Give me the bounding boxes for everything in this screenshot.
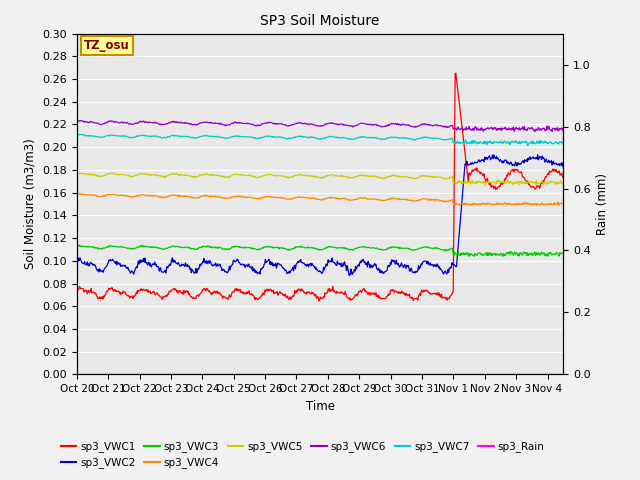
sp3_VWC5	[75, 170, 83, 176]
sp3_VWC2	[299, 260, 307, 265]
sp3_VWC5	[481, 183, 489, 189]
sp3_VWC5	[73, 171, 81, 177]
sp3_VWC4	[75, 191, 83, 197]
sp3_VWC3	[76, 242, 83, 248]
sp3_VWC7	[559, 139, 567, 145]
Line: sp3_VWC3: sp3_VWC3	[77, 245, 563, 256]
Title: SP3 Soil Moisture: SP3 Soil Moisture	[260, 14, 380, 28]
sp3_VWC2	[435, 263, 442, 269]
sp3_Rain	[141, 372, 148, 377]
sp3_Rain	[434, 372, 442, 377]
sp3_Rain	[75, 372, 83, 377]
sp3_VWC3	[141, 244, 149, 250]
sp3_VWC1	[141, 288, 148, 293]
Line: sp3_VWC2: sp3_VWC2	[77, 155, 563, 276]
sp3_VWC3	[465, 253, 473, 259]
sp3_VWC7	[75, 132, 83, 137]
sp3_VWC2	[280, 266, 288, 272]
X-axis label: Time: Time	[305, 400, 335, 413]
sp3_VWC5	[141, 171, 149, 177]
sp3_VWC7	[76, 132, 84, 137]
sp3_VWC2	[75, 255, 83, 261]
sp3_Rain	[299, 372, 307, 377]
sp3_VWC1	[559, 175, 567, 180]
sp3_VWC3	[75, 243, 83, 249]
sp3_VWC4	[300, 194, 307, 200]
sp3_VWC4	[73, 192, 81, 197]
sp3_VWC2	[73, 258, 81, 264]
sp3_VWC2	[559, 164, 567, 170]
sp3_VWC6	[141, 119, 149, 124]
sp3_VWC6	[75, 118, 83, 124]
sp3_VWC6	[73, 119, 81, 124]
sp3_VWC2	[346, 273, 353, 278]
sp3_VWC1	[299, 287, 307, 293]
sp3_VWC4	[435, 197, 442, 203]
sp3_VWC5	[559, 180, 567, 186]
sp3_VWC1	[280, 293, 288, 299]
sp3_Rain	[280, 372, 288, 377]
sp3_VWC4	[555, 203, 563, 208]
sp3_VWC6	[422, 121, 430, 127]
sp3_VWC4	[422, 196, 430, 202]
sp3_VWC1	[315, 298, 323, 304]
sp3_VWC5	[76, 170, 84, 176]
sp3_VWC2	[534, 152, 541, 157]
sp3_VWC7	[73, 132, 81, 138]
sp3_VWC4	[76, 191, 84, 196]
sp3_VWC1	[451, 71, 459, 76]
sp3_VWC6	[300, 121, 307, 127]
sp3_VWC1	[75, 287, 83, 292]
sp3_VWC5	[300, 173, 307, 179]
Line: sp3_VWC4: sp3_VWC4	[77, 193, 563, 205]
sp3_Rain	[559, 372, 567, 377]
sp3_VWC3	[300, 244, 307, 250]
sp3_VWC5	[422, 173, 430, 179]
sp3_VWC6	[76, 118, 84, 123]
sp3_VWC2	[422, 259, 430, 264]
sp3_VWC2	[141, 255, 148, 261]
sp3_VWC1	[422, 288, 430, 293]
sp3_VWC7	[300, 134, 307, 140]
sp3_VWC1	[73, 288, 81, 293]
Line: sp3_VWC7: sp3_VWC7	[77, 134, 563, 145]
Line: sp3_VWC5: sp3_VWC5	[77, 173, 563, 186]
sp3_VWC3	[422, 244, 430, 250]
Text: TZ_osu: TZ_osu	[84, 39, 130, 52]
sp3_VWC3	[73, 243, 81, 249]
Y-axis label: Soil Moisture (m3/m3): Soil Moisture (m3/m3)	[24, 139, 36, 269]
sp3_Rain	[73, 372, 81, 377]
sp3_VWC6	[435, 122, 442, 128]
sp3_VWC7	[281, 135, 289, 141]
sp3_VWC5	[435, 174, 442, 180]
sp3_VWC4	[559, 202, 567, 207]
sp3_VWC7	[141, 132, 149, 138]
sp3_VWC6	[281, 122, 289, 128]
Line: sp3_VWC1: sp3_VWC1	[77, 73, 563, 301]
sp3_VWC3	[559, 251, 567, 257]
sp3_VWC6	[559, 125, 567, 131]
sp3_VWC4	[141, 193, 149, 199]
sp3_VWC1	[435, 292, 442, 298]
sp3_VWC7	[435, 136, 442, 142]
sp3_VWC4	[281, 195, 289, 201]
Y-axis label: Rain (mm): Rain (mm)	[596, 173, 609, 235]
sp3_VWC3	[435, 246, 442, 252]
Line: sp3_VWC6: sp3_VWC6	[77, 120, 563, 132]
sp3_VWC7	[524, 143, 532, 148]
sp3_VWC3	[281, 246, 289, 252]
sp3_VWC6	[510, 129, 518, 134]
sp3_VWC5	[281, 174, 289, 180]
Legend: sp3_VWC1, sp3_VWC2, sp3_VWC3, sp3_VWC4, sp3_VWC5, sp3_VWC6, sp3_VWC7, sp3_Rain: sp3_VWC1, sp3_VWC2, sp3_VWC3, sp3_VWC4, …	[56, 437, 549, 472]
sp3_Rain	[422, 372, 429, 377]
sp3_VWC7	[422, 134, 430, 140]
